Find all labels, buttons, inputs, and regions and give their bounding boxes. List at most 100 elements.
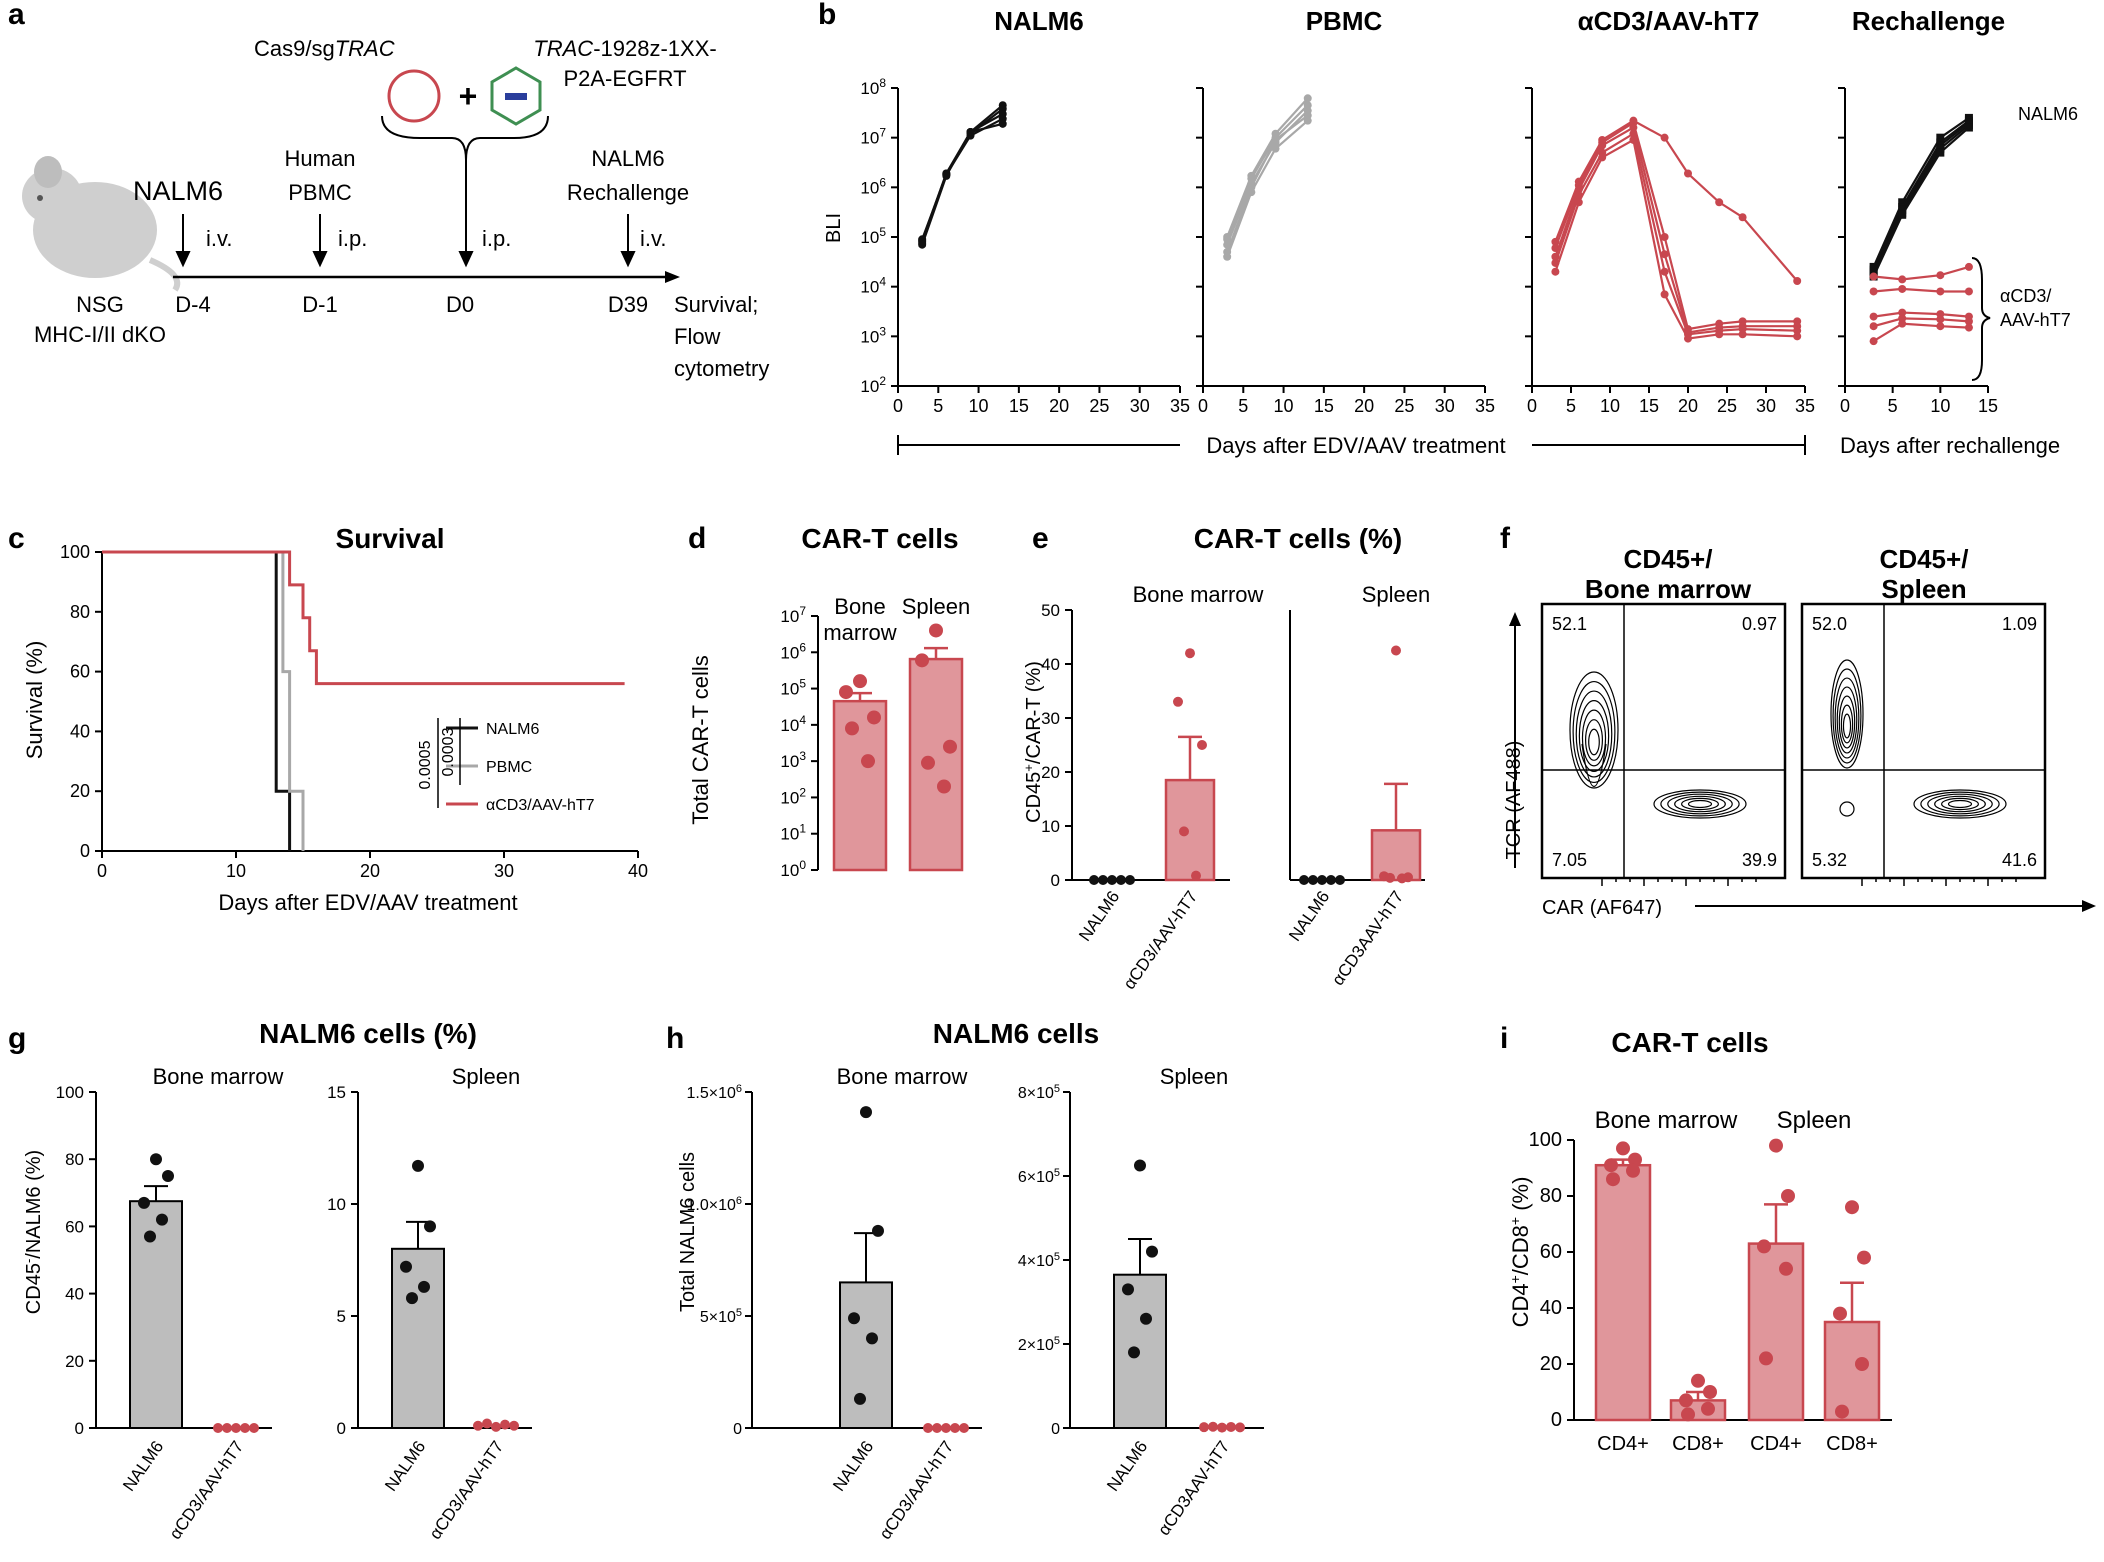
e-category-label: αCD3/AAV-hT7 — [1120, 887, 1202, 992]
mouse-icon — [22, 156, 181, 292]
f-ylabel: TCR (AF488) — [1503, 741, 1525, 860]
g-point — [144, 1230, 156, 1243]
aav-genome-icon — [505, 93, 527, 100]
d-point — [937, 779, 951, 794]
panel-label-h: h — [666, 1022, 684, 1055]
f-quadrant-ll: 7.05 — [1552, 850, 1587, 870]
f-contour-car — [1947, 799, 1973, 809]
e-bar — [1370, 829, 1422, 882]
d-ytick-label: 106 — [780, 640, 806, 662]
b-point — [1936, 133, 1945, 142]
b-point — [1898, 319, 1907, 328]
e-category-label: αCD3AAV-hT7 — [1328, 887, 1407, 989]
c-ytick-label: 100 — [60, 542, 90, 562]
e-point — [1125, 875, 1135, 885]
e-ytick-label: 10 — [1041, 817, 1060, 836]
e-category-label: NALM6 — [1285, 887, 1333, 944]
e-point — [1308, 875, 1318, 885]
e-point — [1385, 872, 1395, 883]
b-series-line-3-7 — [1873, 311, 1969, 318]
b-xtick-label: 15 — [1314, 396, 1334, 416]
f-contour-tcr — [1834, 677, 1860, 759]
f-contour-tail — [1839, 801, 1855, 817]
panel-label-e: e — [1032, 522, 1049, 555]
route-pbmc: i.p. — [338, 226, 367, 251]
d-ylabel: Total CAR-T cells — [688, 655, 713, 825]
i-point — [1769, 1138, 1783, 1153]
c-xtick-label: 40 — [628, 861, 648, 881]
e-group-title: Spleen — [1362, 582, 1431, 607]
e-ytick-label: 30 — [1041, 709, 1060, 728]
h-bar — [1113, 1273, 1167, 1429]
c-xtick-label: 0 — [97, 861, 107, 881]
i-point — [1701, 1401, 1715, 1416]
b-xtick-label: 20 — [1049, 396, 1069, 416]
e-bar — [1164, 778, 1216, 882]
day-d-4: D-4 — [175, 292, 210, 317]
h-ytick-label: 8×105 — [1018, 1083, 1060, 1102]
d-point — [921, 755, 935, 770]
h-point — [923, 1423, 933, 1433]
g-point — [213, 1423, 223, 1433]
d-point — [929, 623, 943, 638]
b-ylabel: BLI — [823, 213, 845, 243]
f-quadrant-lr: 41.6 — [2002, 850, 2037, 870]
g-point — [222, 1423, 232, 1433]
c-ylabel: Survival (%) — [22, 641, 47, 760]
b-point — [1660, 133, 1669, 142]
c-legend-label: NALM6 — [486, 721, 539, 738]
b-point — [1738, 213, 1747, 222]
f-quadrant-ur: 0.97 — [1742, 614, 1777, 634]
d-title: CAR-T cells — [801, 523, 958, 554]
b-point — [1869, 322, 1878, 331]
f-contour-tcr — [1838, 695, 1856, 749]
c-legend-label: PBMC — [486, 759, 532, 776]
i-point — [1781, 1189, 1795, 1203]
f-x-arrowhead — [2082, 900, 2096, 912]
f-contour-tcr — [1569, 671, 1619, 789]
e-category-label: NALM6 — [1075, 887, 1123, 944]
b-xtick-label: 15 — [1009, 396, 1029, 416]
b-point — [1898, 284, 1907, 293]
e-point — [1326, 875, 1336, 885]
g-ytick-label: 40 — [65, 1285, 84, 1304]
f-contour-car — [1667, 793, 1733, 815]
i-point — [1628, 1152, 1642, 1167]
panel-label-c: c — [8, 522, 25, 555]
f-title-line-1: CD45+/ — [1880, 544, 1969, 574]
i-point — [1835, 1404, 1849, 1419]
b-point — [942, 171, 951, 180]
i-point — [1604, 1158, 1618, 1173]
b-series-line-3-3 — [1872, 124, 1970, 275]
i-title: CAR-T cells — [1611, 1027, 1768, 1058]
b-series-line-2-0 — [1554, 119, 1799, 282]
b-xtick-label: 15 — [1978, 396, 1998, 416]
rechallenge-label-1: NALM6 — [591, 146, 664, 171]
b-point — [1551, 267, 1560, 276]
g-point — [150, 1153, 162, 1166]
g-category-label: αCD3/AAV-hT7 — [426, 1437, 508, 1542]
i-ytick-label: 80 — [1540, 1185, 1562, 1207]
b-point — [1303, 116, 1312, 125]
g-group-title: Bone marrow — [153, 1064, 284, 1089]
g-bar — [391, 1247, 445, 1430]
e-ytick-label: 0 — [1051, 871, 1060, 890]
b-subplot-title: PBMC — [1306, 6, 1383, 36]
b-ytick-label: 105 — [860, 225, 886, 247]
g-category-label: NALM6 — [119, 1437, 167, 1494]
b-point — [1660, 233, 1669, 241]
b-point — [1936, 271, 1945, 280]
i-point — [1691, 1373, 1705, 1388]
b-point — [1869, 337, 1878, 346]
g-point — [482, 1418, 492, 1429]
b-xtick-label: 35 — [1475, 396, 1495, 416]
b-xlabel-main: Days after EDV/AAV treatment — [1206, 433, 1505, 458]
b-point — [1715, 198, 1724, 207]
b-point — [1684, 169, 1692, 178]
i-bar — [1823, 1320, 1881, 1422]
g-ytick-label: 10 — [327, 1195, 346, 1214]
h-point — [1122, 1283, 1134, 1296]
